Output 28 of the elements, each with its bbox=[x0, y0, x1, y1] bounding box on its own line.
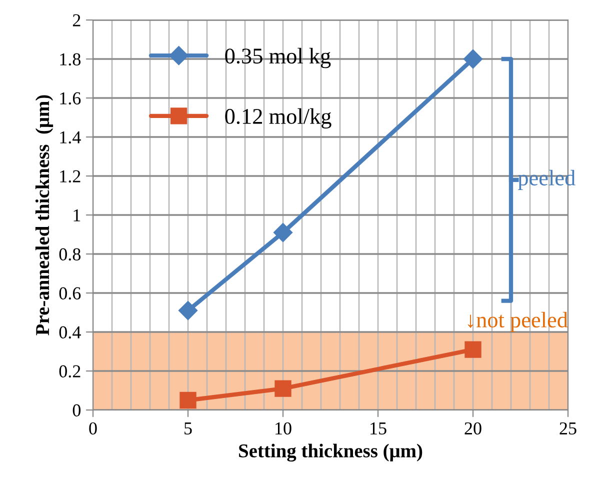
y-tick-label: 0 bbox=[72, 404, 81, 416]
y-tick-label: 1.2 bbox=[60, 170, 80, 183]
point bbox=[464, 341, 482, 358]
y-tick-label: 2 bbox=[72, 14, 80, 26]
x-tick-label: 10 bbox=[276, 422, 292, 435]
x-tick-label: 20 bbox=[464, 422, 482, 435]
y-tick-label: 1.8 bbox=[60, 53, 81, 66]
x-axis-title: Setting thickness (μm) bbox=[239, 444, 422, 462]
y-tick-label: 0.4 bbox=[59, 326, 81, 339]
point bbox=[274, 380, 292, 397]
x-tick-label: 0 bbox=[89, 422, 97, 435]
band-label: ↓not peeled bbox=[468, 312, 568, 332]
x-tick-label: 25 bbox=[560, 422, 576, 435]
point bbox=[463, 49, 483, 69]
point bbox=[180, 392, 196, 409]
legend-label: 0.12 mol/kg bbox=[225, 108, 332, 128]
y-tick-label: 0.6 bbox=[59, 287, 81, 300]
y-tick-label: 1.4 bbox=[60, 131, 81, 144]
point bbox=[178, 301, 198, 320]
y-tick-label: 1 bbox=[74, 209, 80, 222]
y-tick-label: 0.8 bbox=[59, 248, 81, 261]
point bbox=[273, 223, 293, 242]
x-tick-label: 5 bbox=[184, 422, 192, 435]
x-tick-label: 15 bbox=[370, 422, 386, 435]
y-axis-title: Pre-annealed thickness (μm) bbox=[35, 95, 54, 336]
y-tick-label: 1.6 bbox=[60, 92, 81, 105]
legend-label: 0.35 mol kg bbox=[225, 48, 331, 68]
y-tick-label: 0.2 bbox=[59, 365, 80, 378]
